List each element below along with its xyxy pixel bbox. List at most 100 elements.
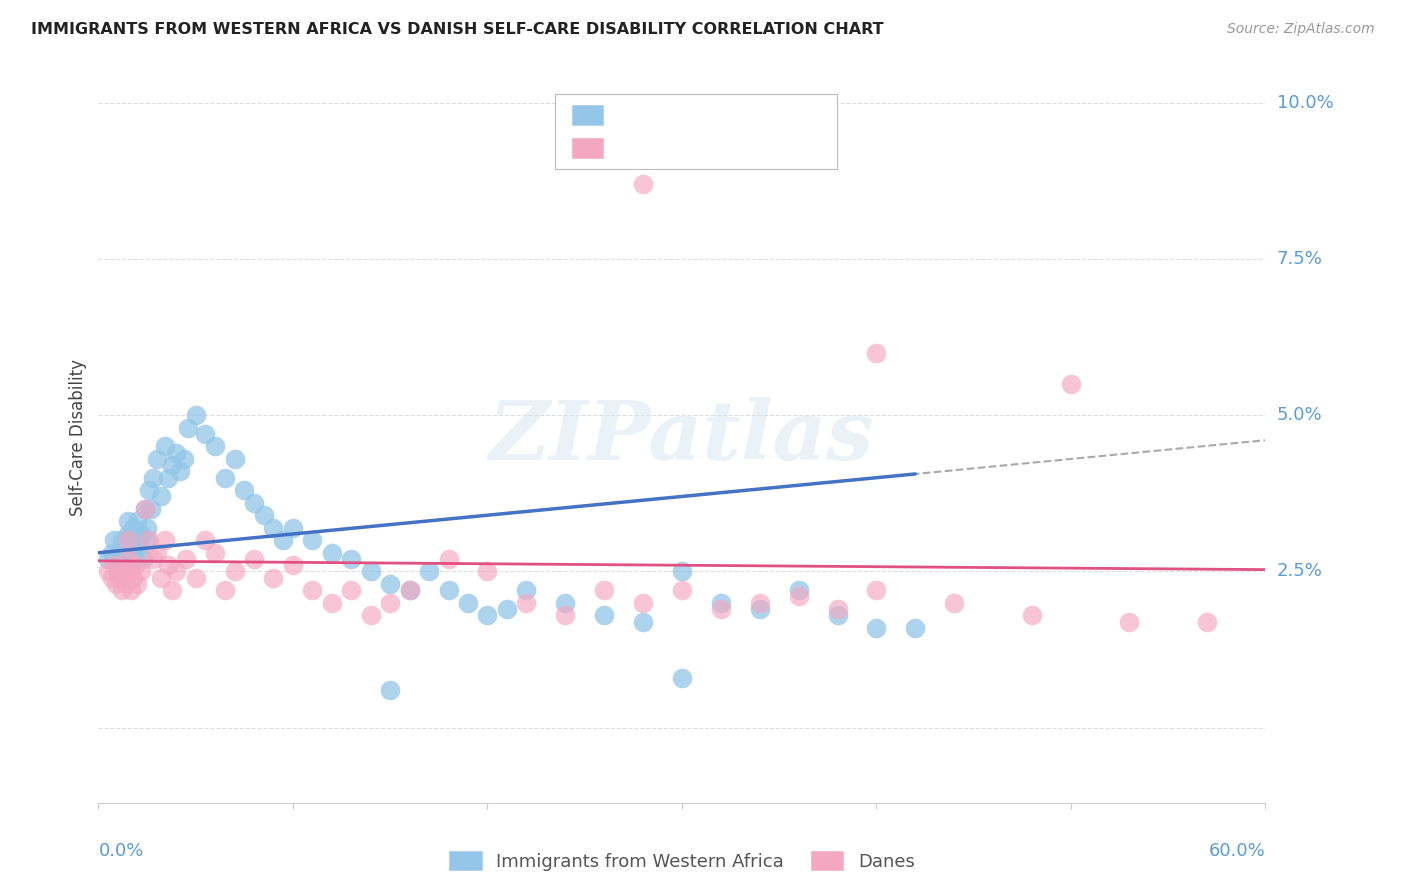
Point — [398, 583, 420, 598]
Point — [114, 577, 136, 591]
Point — [437, 552, 460, 566]
Point — [132, 552, 155, 566]
Point — [124, 552, 146, 566]
Text: 60.0%: 60.0% — [1209, 842, 1265, 860]
Point — [380, 577, 402, 591]
Point — [194, 533, 217, 548]
Point — [142, 552, 165, 566]
Point — [380, 596, 402, 610]
Point — [593, 608, 616, 623]
Point — [157, 471, 180, 485]
Point — [593, 583, 616, 598]
Point — [671, 565, 693, 579]
Point — [149, 571, 172, 585]
Point — [437, 583, 460, 598]
Point — [321, 596, 343, 610]
Point — [496, 602, 519, 616]
Point — [204, 546, 226, 560]
Point — [153, 533, 176, 548]
Point — [118, 540, 141, 554]
Point — [121, 583, 143, 598]
Point — [146, 452, 169, 467]
Point — [118, 565, 141, 579]
Point — [129, 565, 152, 579]
Text: 5.0%: 5.0% — [1277, 406, 1322, 425]
Point — [748, 596, 770, 610]
Point — [112, 565, 135, 579]
Point — [631, 177, 654, 191]
Point — [165, 565, 187, 579]
Point — [111, 565, 134, 579]
Text: R =: R = — [617, 139, 654, 157]
Point — [107, 565, 129, 579]
Point — [262, 521, 284, 535]
Text: 57: 57 — [769, 139, 792, 157]
Point — [139, 502, 162, 516]
Point — [827, 608, 849, 623]
Point — [111, 583, 134, 598]
Point — [142, 471, 165, 485]
Point — [112, 552, 135, 566]
Point — [340, 583, 363, 598]
Point — [173, 452, 195, 467]
Point — [301, 583, 323, 598]
Point — [865, 621, 887, 635]
Point — [233, 483, 256, 498]
Point — [134, 502, 156, 516]
Point — [97, 565, 120, 579]
Point — [360, 565, 382, 579]
Text: N =: N = — [718, 106, 766, 124]
Text: 0.018: 0.018 — [657, 139, 709, 157]
Text: R =: R = — [617, 106, 654, 124]
Point — [631, 596, 654, 610]
Point — [827, 602, 849, 616]
Point — [301, 533, 323, 548]
Point — [103, 558, 125, 573]
Point — [162, 458, 184, 473]
Point — [380, 683, 402, 698]
Text: N =: N = — [718, 139, 766, 157]
Point — [904, 621, 927, 635]
Point — [117, 515, 139, 529]
Point — [107, 546, 129, 560]
Point — [943, 596, 966, 610]
Text: Source: ZipAtlas.com: Source: ZipAtlas.com — [1227, 22, 1375, 37]
Point — [1118, 615, 1140, 629]
Point — [194, 426, 217, 441]
Point — [281, 558, 304, 573]
Point — [204, 440, 226, 454]
Point — [554, 596, 576, 610]
Point — [477, 608, 499, 623]
Point — [174, 552, 197, 566]
Point — [184, 571, 207, 585]
Y-axis label: Self-Care Disability: Self-Care Disability — [69, 359, 87, 516]
Point — [146, 546, 169, 560]
Point — [515, 583, 537, 598]
Point — [153, 440, 176, 454]
Point — [271, 533, 294, 548]
Point — [214, 583, 236, 598]
Legend: Immigrants from Western Africa, Danes: Immigrants from Western Africa, Danes — [441, 844, 922, 878]
Point — [129, 527, 152, 541]
Point — [865, 345, 887, 359]
Point — [787, 590, 810, 604]
Text: 71: 71 — [769, 106, 792, 124]
Point — [515, 596, 537, 610]
Point — [138, 533, 160, 548]
Point — [360, 608, 382, 623]
Point — [101, 571, 124, 585]
Point — [671, 583, 693, 598]
Point — [1060, 376, 1083, 391]
Point — [108, 571, 131, 585]
Point — [103, 533, 125, 548]
Point — [865, 583, 887, 598]
Point — [477, 565, 499, 579]
Point — [157, 558, 180, 573]
Point — [1021, 608, 1043, 623]
Point — [124, 558, 146, 573]
Point — [165, 446, 187, 460]
Point — [101, 546, 124, 560]
Point — [117, 552, 139, 566]
Text: ZIPatlas: ZIPatlas — [489, 397, 875, 477]
Point — [107, 558, 129, 573]
